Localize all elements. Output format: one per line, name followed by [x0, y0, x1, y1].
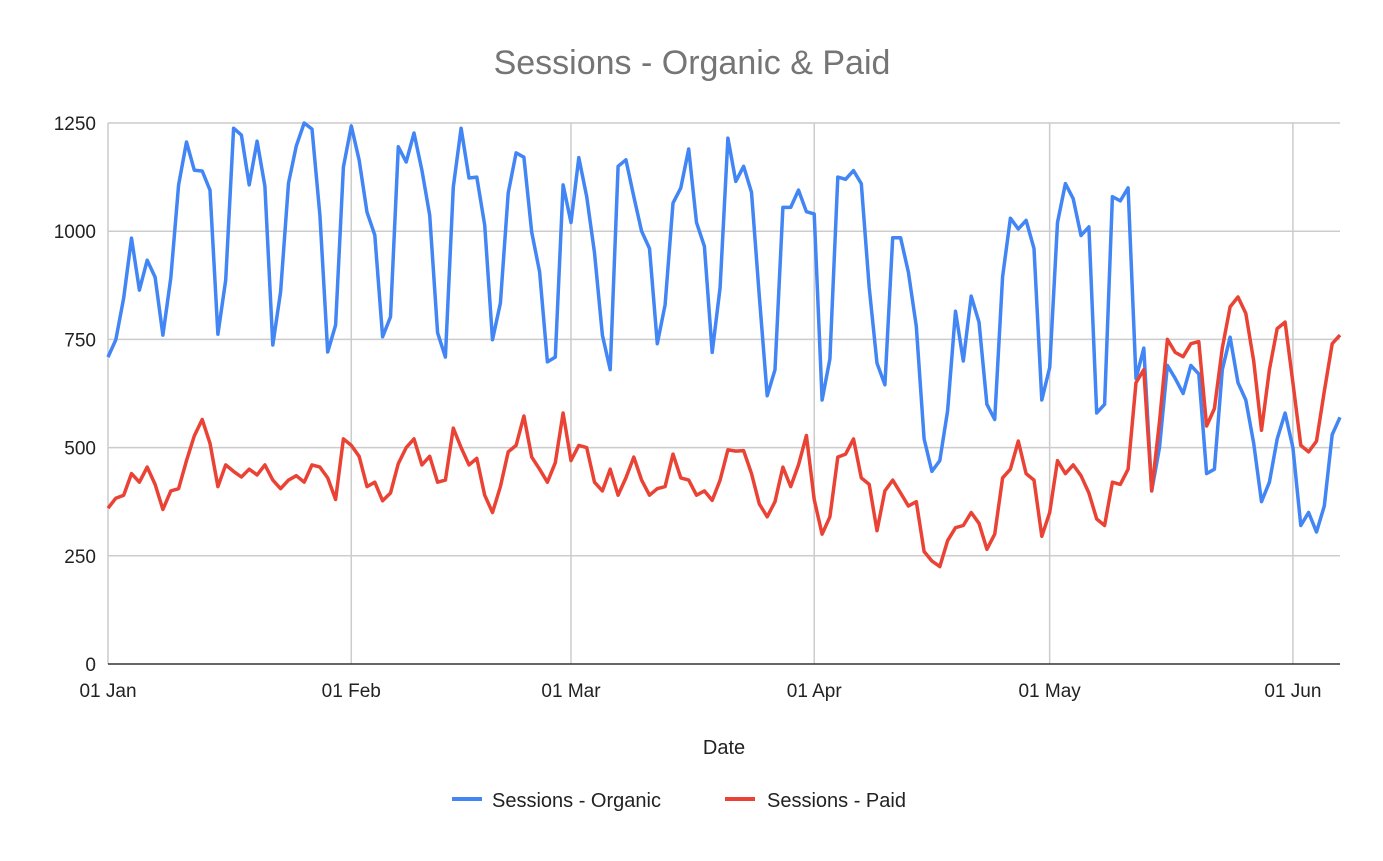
legend: Sessions - Organic Sessions - Paid: [452, 790, 906, 812]
series-line-paid: [106, 295, 1342, 569]
y-tick-label: 0: [85, 655, 96, 676]
y-tick-label: 500: [64, 439, 96, 460]
x-tick-label: 01 May: [1018, 681, 1081, 702]
y-tick-label: 750: [64, 330, 96, 351]
y-tick-label: 250: [64, 547, 96, 568]
series-line-organic: [106, 121, 1342, 534]
x-tick-label: 01 Mar: [541, 681, 601, 702]
x-axis-label: Date: [703, 737, 745, 759]
series-lines: [106, 121, 1342, 569]
y-axis-ticks: 0 250 500 750 1000 1250: [54, 114, 96, 676]
x-tick-label: 01 Jan: [79, 681, 136, 702]
legend-label-organic: Sessions - Organic: [492, 790, 661, 812]
x-tick-label: 01 Apr: [787, 681, 843, 702]
x-tick-label: 01 Feb: [322, 681, 381, 702]
gridlines: [107, 122, 1340, 664]
legend-label-paid: Sessions - Paid: [767, 790, 906, 812]
chart-title: Sessions - Organic & Paid: [494, 44, 891, 82]
x-tick-label: 01 Jun: [1264, 681, 1321, 702]
x-axis-ticks: 01 Jan 01 Feb 01 Mar 01 Apr 01 May 01 Jun: [79, 681, 1321, 702]
y-tick-label: 1000: [54, 222, 96, 243]
y-tick-label: 1250: [54, 114, 96, 135]
